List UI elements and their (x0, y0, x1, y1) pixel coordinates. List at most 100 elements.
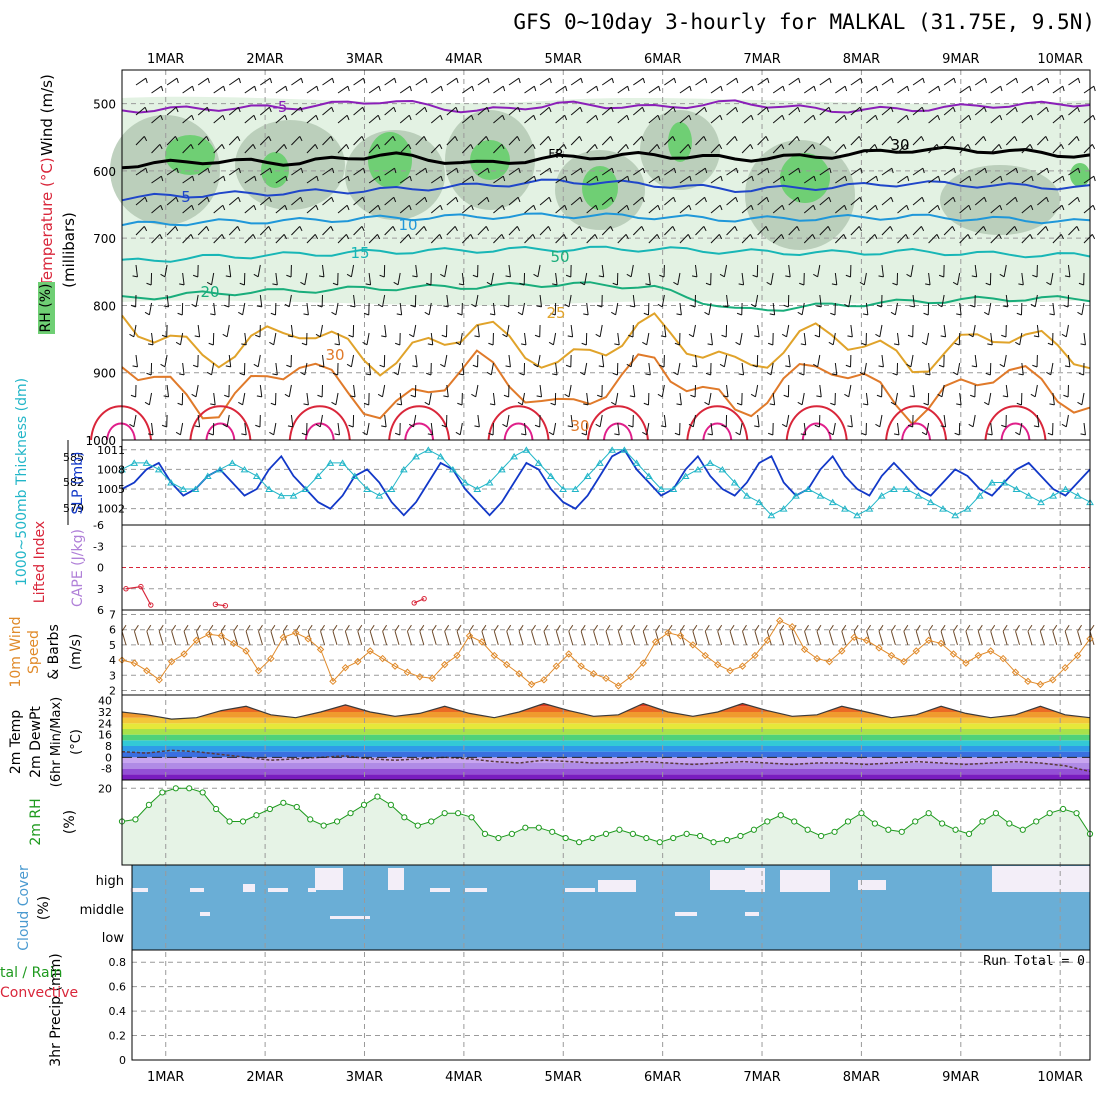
wind-barb-flag (658, 176, 661, 182)
wind-barb (1068, 226, 1078, 236)
wind-barb-flag (734, 226, 738, 232)
lifted-index-line (215, 603, 226, 607)
wind-barb-flag (518, 78, 521, 84)
wind-barb-flag (285, 86, 288, 92)
wind-barb (211, 272, 215, 285)
wind-barb (166, 106, 177, 116)
wind-barb-flag (1049, 313, 1055, 316)
cloud-level-label: high (96, 874, 124, 889)
wind-barb-flag (689, 86, 692, 92)
wind-barb (306, 114, 317, 124)
wind-barb-flag (645, 373, 651, 376)
wind-barb (257, 354, 261, 367)
wind-speed-marker (689, 641, 697, 649)
wind-barb-flag (999, 115, 1003, 121)
wind-barb-flag (612, 372, 618, 376)
wind-speed-marker (937, 639, 945, 648)
rh-marker (925, 810, 932, 817)
wind-barb (648, 144, 658, 154)
rh-marker (979, 818, 986, 825)
wind-barb-flag (925, 283, 931, 286)
wind-barb (444, 264, 448, 277)
cloud-level-label: middle (80, 903, 124, 918)
wind-barb-flag (1031, 176, 1034, 182)
wind-barb (819, 167, 830, 176)
wind-barb (695, 226, 705, 236)
wind-barb (1068, 77, 1079, 86)
cloud-cover-fill (132, 865, 1090, 950)
wind-barb-flag (1045, 136, 1049, 142)
wind-barb (213, 114, 224, 124)
rh-marker (226, 818, 233, 825)
wind-barb (835, 204, 845, 214)
wind-barb-flag (785, 275, 791, 278)
day-label-bottom: 6MAR (644, 1070, 681, 1085)
isotherm-40-loop (503, 422, 534, 441)
rh-marker (199, 789, 206, 796)
thickness-marker (448, 465, 457, 473)
wind-barb-flag (596, 176, 599, 182)
wind-barb-flag (392, 136, 396, 142)
wind-barb (788, 106, 799, 116)
wind-barb (446, 196, 457, 206)
wind-barb (306, 85, 318, 94)
surface-wind-barb-flag (456, 624, 462, 632)
wind-barb-flag (377, 303, 383, 308)
wind-barb (617, 332, 620, 345)
wind-barb-flag (191, 205, 195, 211)
wind-barb-flag (517, 311, 523, 316)
rh-green-blob (582, 166, 618, 210)
wind-barb-flag (505, 275, 511, 278)
wind-barb (492, 392, 496, 405)
wind-barb (1019, 332, 1023, 345)
wind-speed-marker (217, 632, 225, 640)
wind-barb (462, 114, 472, 124)
rh-marker (1060, 805, 1067, 813)
surface-wind-barb-flag (717, 624, 723, 632)
wind-barb (599, 414, 603, 427)
wind-barb (555, 272, 558, 285)
wind-barb (213, 175, 224, 184)
wind-barb (692, 324, 696, 337)
surface-wind-barb (258, 631, 263, 646)
wind-barb-flag (472, 274, 478, 278)
rh-marker (939, 820, 946, 827)
rh-marker (280, 799, 287, 806)
wind-barb-flag (347, 176, 350, 182)
wind-barb (912, 136, 922, 146)
thickness-marker (387, 485, 396, 493)
wind-barb (726, 294, 729, 307)
wind-barb (226, 324, 230, 337)
wind-barb-flag (144, 401, 150, 406)
wind-speed-marker (552, 662, 561, 670)
wind-barb (477, 106, 488, 116)
wind-speed-marker (503, 660, 511, 669)
wind-barb-flag (629, 305, 635, 308)
thickness-marker (436, 452, 445, 460)
wind-barb (974, 136, 984, 146)
wind-speed-marker (242, 647, 250, 655)
wind-barb-flag (362, 431, 368, 436)
rh-marker (656, 839, 663, 846)
wind-barb (430, 204, 441, 214)
wind-barb (925, 422, 930, 435)
wind-speed-marker (577, 662, 585, 670)
wind-barb (399, 144, 409, 154)
wind-tick-label: 7 (109, 609, 116, 622)
wind-barb-flag (937, 115, 941, 121)
isotherm-40-loop (404, 422, 435, 441)
wind-barb-flag (424, 107, 428, 113)
wind-barb-flag (797, 311, 803, 316)
rh-marker (885, 826, 892, 833)
wind-barb (850, 167, 862, 176)
wind-barb-flag (673, 197, 676, 203)
wind-barb-flag (657, 205, 661, 211)
wind-barb (739, 332, 743, 345)
ylabel-rh2m: 2m RH (28, 798, 44, 845)
wind-barb (135, 264, 138, 277)
wind-barb-flag (954, 432, 960, 436)
surface-wind-barb-flag (642, 624, 648, 632)
wind-barb (182, 234, 192, 244)
wind-barb (568, 294, 572, 307)
wind-barb-flag (409, 86, 412, 92)
